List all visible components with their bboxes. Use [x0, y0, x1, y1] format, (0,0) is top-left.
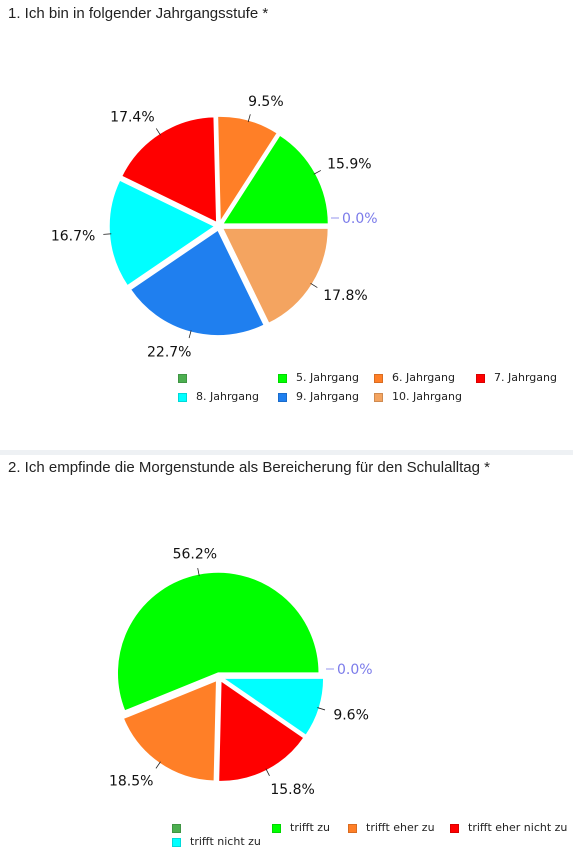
legend-label: trifft eher nicht zu: [468, 821, 568, 834]
panel-divider: [0, 450, 573, 455]
legend-label: trifft nicht zu: [190, 835, 261, 848]
label-leader-line: [313, 170, 322, 175]
label-leader-line: [155, 128, 161, 136]
legend-swatch: [450, 823, 459, 833]
slice-percent-label: 15.9%: [327, 157, 371, 173]
legend-item: trifft nicht zu: [172, 835, 261, 848]
slice-percent-label: 0.0%: [337, 662, 373, 678]
legend-item: 6. Jahrgang: [374, 371, 455, 384]
label-leader-line: [265, 768, 270, 777]
legend-label: trifft eher zu: [366, 821, 435, 834]
slice-percent-label: 17.8%: [323, 288, 367, 304]
slice-percent-label: 56.2%: [173, 546, 217, 562]
legend-item: 9. Jahrgang: [278, 390, 359, 403]
legend-item: [172, 821, 190, 834]
label-leader-line: [310, 282, 318, 288]
legend-item: 8. Jahrgang: [178, 390, 259, 403]
legend-label: 7. Jahrgang: [494, 371, 557, 384]
legend-swatch: [172, 837, 181, 847]
legend-item: 5. Jahrgang: [278, 371, 359, 384]
legend-label: 5. Jahrgang: [296, 371, 359, 384]
chart-legend: 5. Jahrgang 6. Jahrgang 7. Jahrgang 8. Jahr…: [0, 365, 573, 405]
legend-swatch: [172, 823, 181, 833]
legend-label: 8. Jahrgang: [196, 390, 259, 403]
legend-label: 9. Jahrgang: [296, 390, 359, 403]
legend-item: 10. Jahrgang: [374, 390, 462, 403]
legend-swatch: [476, 373, 485, 383]
label-leader-line: [188, 330, 192, 339]
legend-swatch: [348, 823, 357, 833]
chart-panel-1: 1. Ich bin in folgender Jahrgangsstufe *…: [0, 5, 573, 405]
slice-percent-label: 18.5%: [109, 774, 153, 790]
slice-percent-label: 9.6%: [333, 707, 369, 723]
legend-label: trifft zu: [290, 821, 331, 834]
chart-panel-2: 2. Ich empfinde die Morgenstunde als Ber…: [0, 455, 573, 859]
legend-swatch: [178, 373, 187, 383]
label-leader-line: [317, 707, 326, 711]
legend-swatch: [374, 373, 383, 383]
legend-item: trifft zu: [272, 821, 330, 834]
legend-label: 10. Jahrgang: [392, 390, 462, 403]
legend-swatch: [278, 392, 287, 402]
slice-percent-label: 22.7%: [147, 345, 191, 361]
label-leader-line: [155, 761, 161, 769]
slice-percent-label: 16.7%: [51, 228, 95, 244]
slice-percent-label: 0.0%: [342, 211, 378, 227]
legend-swatch: [272, 823, 281, 833]
legend-item: trifft eher zu: [348, 821, 435, 834]
slice-percent-label: 9.5%: [248, 94, 284, 110]
legend-swatch: [374, 392, 383, 402]
label-leader-line: [247, 114, 251, 123]
pie-chart: 0.0% 56.2% 18.5% 15.8% 9.6%: [109, 546, 373, 798]
legend-swatch: [178, 392, 187, 402]
slice-percent-label: 17.4%: [110, 110, 154, 126]
legend-label: 6. Jahrgang: [392, 371, 455, 384]
question-title: 2. Ich empfinde die Morgenstunde als Ber…: [8, 459, 490, 476]
slice-percent-label: 15.8%: [270, 782, 314, 798]
legend-item: [178, 371, 196, 384]
pie-chart: 0.0% 15.9% 9.5% 17.4% 16.7% 22.7% 17.8%: [51, 94, 378, 361]
chart-legend: trifft zu trifft eher zu trifft eher nicht…: [0, 817, 573, 857]
label-leader-line: [197, 567, 200, 576]
legend-item: trifft eher nicht zu: [450, 821, 567, 834]
legend-item: 7. Jahrgang: [476, 371, 557, 384]
label-leader-line: [103, 233, 112, 235]
legend-swatch: [278, 373, 287, 383]
question-title: 1. Ich bin in folgender Jahrgangsstufe *: [8, 5, 269, 22]
